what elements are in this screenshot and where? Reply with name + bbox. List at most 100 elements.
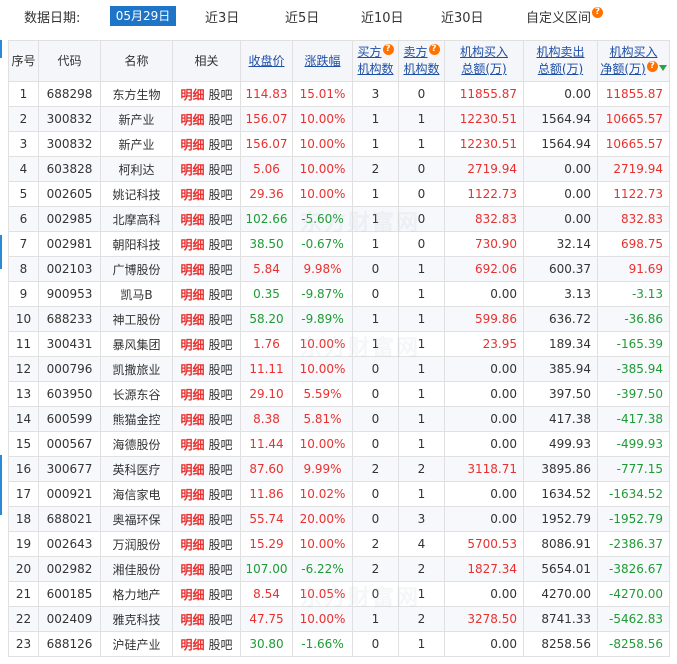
stock-forum-link[interactable]: 股吧 [208,437,233,452]
code-cell[interactable]: 600185 [38,581,101,607]
stock-forum-link[interactable]: 股吧 [208,562,233,577]
name-cell[interactable]: 英科医疗 [100,456,173,482]
stock-forum-link[interactable]: 股吧 [208,312,233,327]
code-cell[interactable]: 002103 [38,256,101,282]
help-icon[interactable]: ? [646,61,658,72]
header-sell-orgs-sort[interactable]: 卖方? 机构数 [398,40,445,82]
header-buy-amount-sort[interactable]: 机构买入 总额(万) [444,40,524,82]
name-cell[interactable]: 暴风集团 [100,331,173,357]
detail-link[interactable]: 明细 [180,112,205,127]
stock-forum-link[interactable]: 股吧 [208,612,233,627]
stock-forum-link[interactable]: 股吧 [208,637,233,652]
date-selected-button[interactable]: 05月29日 [110,6,176,26]
name-cell[interactable]: 新产业 [100,131,173,157]
detail-link[interactable]: 明细 [180,512,205,527]
detail-link[interactable]: 明细 [180,187,205,202]
detail-link[interactable]: 明细 [180,212,205,227]
code-cell[interactable]: 002981 [38,231,101,257]
code-cell[interactable]: 688298 [38,81,101,107]
name-cell[interactable]: 新产业 [100,106,173,132]
code-cell[interactable]: 000921 [38,481,101,507]
detail-link[interactable]: 明细 [180,437,205,452]
header-net-amount-sort[interactable]: 机构买入 净额(万)? [597,40,670,82]
code-cell[interactable]: 603950 [38,381,101,407]
detail-link[interactable]: 明细 [180,137,205,152]
stock-forum-link[interactable]: 股吧 [208,287,233,302]
code-cell[interactable]: 688126 [38,631,101,657]
code-cell[interactable]: 002982 [38,556,101,582]
detail-link[interactable]: 明细 [180,487,205,502]
detail-link[interactable]: 明细 [180,637,205,652]
help-icon[interactable]: ? [428,44,440,55]
stock-forum-link[interactable]: 股吧 [208,537,233,552]
code-cell[interactable]: 002985 [38,206,101,232]
name-cell[interactable]: 朝阳科技 [100,231,173,257]
detail-link[interactable]: 明细 [180,362,205,377]
range-10-days-option[interactable]: 近10日 [361,11,404,26]
header-sell-amount-sort[interactable]: 机构卖出 总额(万) [523,40,598,82]
stock-forum-link[interactable]: 股吧 [208,337,233,352]
detail-link[interactable]: 明细 [180,337,205,352]
code-cell[interactable]: 002409 [38,606,101,632]
name-cell[interactable]: 海信家电 [100,481,173,507]
stock-forum-link[interactable]: 股吧 [208,387,233,402]
stock-forum-link[interactable]: 股吧 [208,212,233,227]
code-cell[interactable]: 002643 [38,531,101,557]
code-cell[interactable]: 688021 [38,506,101,532]
detail-link[interactable]: 明细 [180,562,205,577]
code-cell[interactable]: 900953 [38,281,101,307]
stock-forum-link[interactable]: 股吧 [208,137,233,152]
stock-forum-link[interactable]: 股吧 [208,237,233,252]
stock-forum-link[interactable]: 股吧 [208,512,233,527]
range-3-days-option[interactable]: 近3日 [205,11,240,26]
stock-forum-link[interactable]: 股吧 [208,587,233,602]
stock-forum-link[interactable]: 股吧 [208,87,233,102]
name-cell[interactable]: 广博股份 [100,256,173,282]
name-cell[interactable]: 姚记科技 [100,181,173,207]
stock-forum-link[interactable]: 股吧 [208,112,233,127]
name-cell[interactable]: 万润股份 [100,531,173,557]
detail-link[interactable]: 明细 [180,162,205,177]
name-cell[interactable]: 柯利达 [100,156,173,182]
detail-link[interactable]: 明细 [180,412,205,427]
name-cell[interactable]: 北摩高科 [100,206,173,232]
detail-link[interactable]: 明细 [180,387,205,402]
help-icon[interactable]: ? [382,44,394,55]
name-cell[interactable]: 凯马B [100,281,173,307]
detail-link[interactable]: 明细 [180,587,205,602]
detail-link[interactable]: 明细 [180,537,205,552]
name-cell[interactable]: 神工股份 [100,306,173,332]
detail-link[interactable]: 明细 [180,87,205,102]
range-5-days-option[interactable]: 近5日 [285,11,320,26]
detail-link[interactable]: 明细 [180,237,205,252]
custom-range-option[interactable]: 自定义区间? [526,7,604,26]
code-cell[interactable]: 300832 [38,106,101,132]
name-cell[interactable]: 格力地产 [100,581,173,607]
name-cell[interactable]: 长源东谷 [100,381,173,407]
name-cell[interactable]: 海德股份 [100,431,173,457]
stock-forum-link[interactable]: 股吧 [208,262,233,277]
detail-link[interactable]: 明细 [180,287,205,302]
code-cell[interactable]: 300677 [38,456,101,482]
code-cell[interactable]: 300832 [38,131,101,157]
name-cell[interactable]: 熊猫金控 [100,406,173,432]
code-cell[interactable]: 600599 [38,406,101,432]
header-buy-orgs-sort[interactable]: 买方? 机构数 [352,40,399,82]
name-cell[interactable]: 奥福环保 [100,506,173,532]
name-cell[interactable]: 东方生物 [100,81,173,107]
name-cell[interactable]: 凯撒旅业 [100,356,173,382]
code-cell[interactable]: 300431 [38,331,101,357]
code-cell[interactable]: 000796 [38,356,101,382]
range-30-days-option[interactable]: 近30日 [441,11,484,26]
help-icon[interactable]: ? [592,7,604,18]
detail-link[interactable]: 明细 [180,612,205,627]
detail-link[interactable]: 明细 [180,262,205,277]
detail-link[interactable]: 明细 [180,312,205,327]
code-cell[interactable]: 000567 [38,431,101,457]
header-change-sort[interactable]: 涨跌幅 [292,40,353,82]
name-cell[interactable]: 沪硅产业 [100,631,173,657]
detail-link[interactable]: 明细 [180,462,205,477]
stock-forum-link[interactable]: 股吧 [208,162,233,177]
code-cell[interactable]: 002605 [38,181,101,207]
code-cell[interactable]: 688233 [38,306,101,332]
